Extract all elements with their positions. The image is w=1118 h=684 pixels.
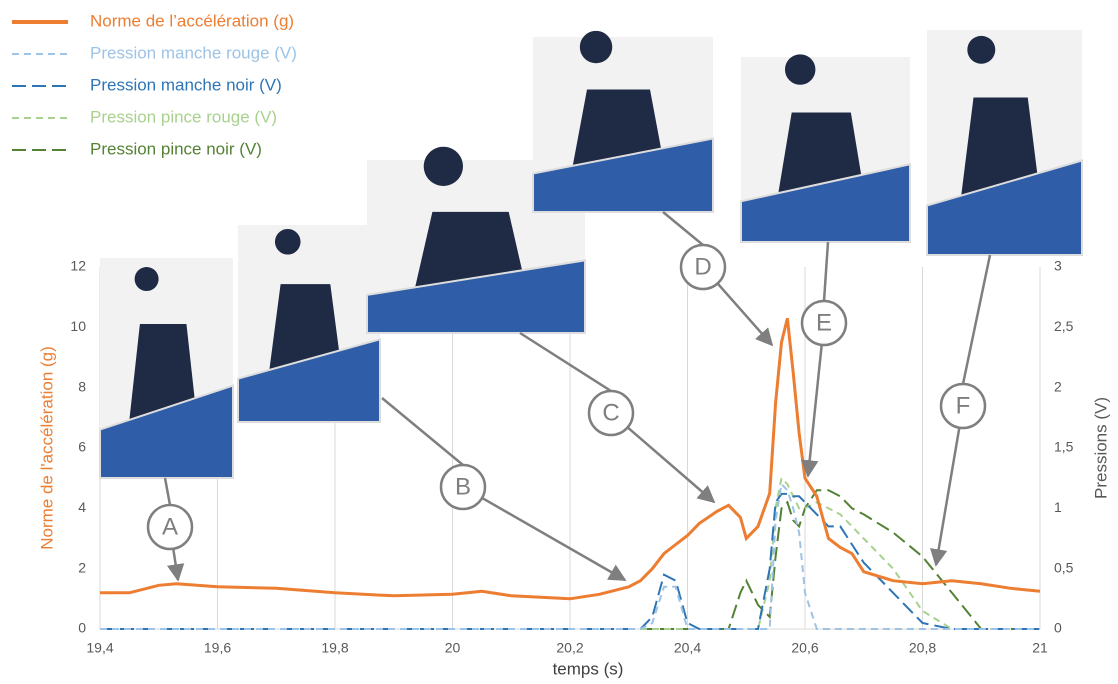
annotation-circle [800, 299, 848, 347]
player-figure [410, 146, 531, 308]
annotation-arrow [716, 282, 774, 347]
table [740, 163, 911, 243]
annotation-label: B [455, 473, 471, 500]
y2-tick-label: 1 [1054, 499, 1062, 515]
y-tick-label: 2 [78, 559, 86, 575]
legend-label: Pression pince noir (V) [90, 139, 262, 158]
y2-tick-label: 2,5 [1054, 318, 1074, 334]
table [366, 259, 586, 334]
series-line [100, 482, 1040, 630]
y-tick-label: 8 [78, 378, 86, 394]
annotation-label: A [162, 513, 178, 540]
y-axis-title: Norme de l'accélération (g) [37, 346, 56, 550]
legend-label: Norme de l’accélération (g) [90, 11, 294, 30]
table [532, 137, 714, 213]
x-tick-label: 19,8 [321, 640, 348, 656]
y2-tick-label: 3 [1054, 258, 1062, 274]
x-tick-label: 19,4 [86, 640, 113, 656]
y-tick-label: 4 [78, 499, 86, 515]
table [99, 384, 234, 479]
annotation-arrow [930, 427, 961, 567]
y2-tick-label: 0,5 [1054, 559, 1074, 575]
x-tick-label: 20,6 [791, 640, 818, 656]
annotation-label: E [816, 309, 832, 336]
x-tick-label: 20,8 [909, 640, 936, 656]
x-tick-label: 20 [445, 640, 461, 656]
legend-label: Pression manche rouge (V) [90, 43, 297, 62]
annotation-line [381, 397, 464, 466]
legend-label: Pression pince rouge (V) [90, 107, 277, 126]
y-tick-label: 0 [78, 620, 86, 636]
annotation-circle [146, 503, 194, 551]
annotation-circle [679, 243, 727, 291]
player-figure [958, 35, 1044, 222]
x-tick-label: 21 [1032, 640, 1048, 656]
annotation-arrow [800, 344, 823, 478]
annotation-line [163, 477, 172, 506]
annotation-label: C [602, 399, 619, 426]
annotation-arrow [166, 548, 185, 582]
y2-tick-label: 2 [1054, 378, 1062, 394]
annotation-circle [939, 382, 987, 430]
annotation-circle [439, 463, 487, 511]
annotation-line [662, 211, 704, 246]
y2-axis-title: Pressions (V) [1091, 397, 1110, 499]
player-figure [266, 228, 345, 393]
table [926, 159, 1083, 256]
player-figure [569, 30, 668, 186]
y-tick-label: 6 [78, 439, 86, 455]
legend-label: Pression manche noir (V) [90, 75, 282, 94]
table [237, 337, 381, 423]
annotation-line [519, 331, 612, 393]
annotation-circle [587, 389, 635, 437]
x-tick-label: 20,4 [674, 640, 701, 656]
annotation-label: F [956, 392, 971, 419]
player-figure [126, 267, 200, 445]
x-tick-label: 20,2 [556, 640, 583, 656]
annotation-label: D [694, 253, 711, 280]
y-tick-label: 12 [70, 258, 86, 274]
series-line [100, 317, 1041, 601]
x-tick-label: 19,6 [204, 640, 231, 656]
annotation-arrow [626, 426, 716, 504]
y-tick-label: 10 [70, 318, 86, 334]
y2-tick-label: 1,5 [1054, 439, 1074, 455]
annotation-line [961, 254, 992, 385]
player-figure [774, 54, 868, 215]
annotation-line [822, 241, 830, 302]
x-axis-title: temps (s) [553, 659, 624, 678]
y2-tick-label: 0 [1054, 620, 1062, 636]
annotation-arrow [481, 496, 627, 582]
